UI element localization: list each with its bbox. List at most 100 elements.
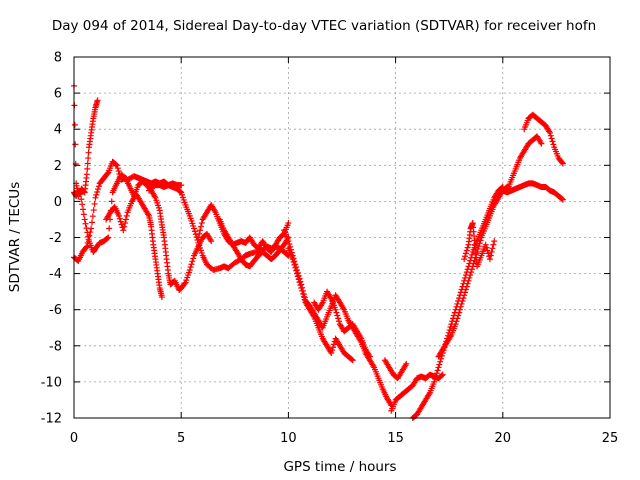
data-point xyxy=(80,211,87,218)
data-point xyxy=(79,201,86,208)
data-point xyxy=(292,264,299,271)
data-point xyxy=(462,289,469,296)
data-point xyxy=(467,272,474,279)
x-tick-label: 10 xyxy=(280,431,297,446)
data-point xyxy=(459,298,466,305)
data-point xyxy=(464,244,471,251)
data-point xyxy=(461,292,468,299)
data-point xyxy=(104,170,111,177)
data-point xyxy=(348,356,355,363)
series-arc-o xyxy=(495,180,566,203)
data-point xyxy=(83,243,90,250)
data-point xyxy=(465,277,472,284)
data-point xyxy=(335,315,342,322)
data-point xyxy=(85,155,92,162)
data-point xyxy=(85,149,92,156)
data-point xyxy=(177,188,184,195)
data-point xyxy=(122,216,129,223)
data-point xyxy=(123,212,130,219)
data-point xyxy=(90,207,97,214)
data-point xyxy=(290,259,297,266)
data-point xyxy=(349,357,356,364)
data-point xyxy=(453,318,460,325)
data-point xyxy=(333,309,340,316)
data-point xyxy=(84,239,91,246)
data-point xyxy=(464,280,471,287)
data-point xyxy=(105,234,112,241)
data-point xyxy=(439,371,446,378)
data-point xyxy=(71,121,78,128)
data-point xyxy=(455,312,462,319)
data-point xyxy=(301,296,308,303)
data-point xyxy=(299,290,306,297)
data-point xyxy=(95,183,102,190)
series-arc-h xyxy=(285,245,356,364)
data-point xyxy=(483,244,490,251)
data-point xyxy=(489,245,496,252)
data-point xyxy=(468,266,475,273)
data-point xyxy=(468,269,475,276)
series-arc-p xyxy=(504,133,545,194)
data-point xyxy=(463,283,470,290)
axis-ticks: 0 5 10 15 20 25 -12 -10 -8 -6 -4 -2 0 2 4 6 8 xyxy=(41,51,619,447)
data-points xyxy=(71,82,566,421)
data-point xyxy=(433,370,440,377)
x-tick-label: 20 xyxy=(495,431,512,446)
data-point xyxy=(461,256,468,263)
data-point xyxy=(462,286,469,293)
data-point xyxy=(106,225,113,232)
data-point xyxy=(546,129,553,136)
data-point xyxy=(477,237,484,244)
data-point xyxy=(186,266,193,273)
y-tick-label: -6 xyxy=(49,303,62,318)
data-point xyxy=(80,206,87,213)
data-point xyxy=(466,274,473,281)
data-point xyxy=(113,161,120,168)
data-point xyxy=(486,256,493,263)
data-point xyxy=(456,309,463,316)
data-point xyxy=(114,165,121,172)
data-point xyxy=(475,243,482,250)
data-point xyxy=(458,300,465,307)
data-point xyxy=(487,252,494,259)
data-point xyxy=(447,324,454,331)
x-tick-label: 0 xyxy=(70,431,78,446)
data-point xyxy=(547,132,554,139)
data-point xyxy=(490,241,497,248)
data-point xyxy=(431,378,438,385)
series-arc-c xyxy=(103,191,165,301)
y-tick-label: -4 xyxy=(49,267,62,282)
data-point xyxy=(403,360,410,367)
y-tick-label: 4 xyxy=(54,123,62,138)
data-point xyxy=(558,195,565,202)
y-tick-label: 6 xyxy=(54,87,62,102)
data-point xyxy=(92,194,99,201)
y-tick-label: -8 xyxy=(49,339,62,354)
data-point xyxy=(122,220,129,227)
data-point xyxy=(558,159,565,166)
data-point xyxy=(208,238,215,245)
data-point xyxy=(559,196,566,203)
data-point xyxy=(437,358,444,365)
data-point xyxy=(87,229,94,236)
data-point xyxy=(300,293,307,300)
series-arc-k xyxy=(381,357,410,382)
data-point xyxy=(190,255,197,262)
data-point xyxy=(329,344,336,351)
data-point xyxy=(484,247,491,254)
series-arc-i xyxy=(311,288,373,360)
series-arc-early-spike xyxy=(71,82,101,199)
data-point xyxy=(454,315,461,322)
data-point xyxy=(297,282,304,289)
data-point xyxy=(476,240,483,247)
data-point xyxy=(488,248,495,255)
x-axis-label: GPS time / hours xyxy=(283,459,396,475)
data-point xyxy=(197,223,204,230)
data-point xyxy=(549,138,556,145)
data-point xyxy=(82,220,89,227)
y-tick-label: -2 xyxy=(49,231,62,246)
data-point xyxy=(94,97,101,104)
data-point xyxy=(83,171,90,178)
data-point xyxy=(86,232,93,239)
